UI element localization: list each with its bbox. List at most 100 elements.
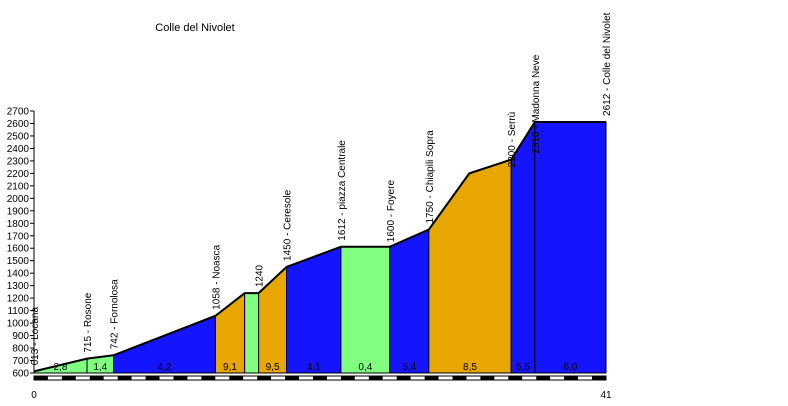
segment-4 xyxy=(244,292,260,374)
km-stripe xyxy=(368,376,383,380)
km-stripe xyxy=(480,376,495,380)
km-stripe xyxy=(592,376,606,380)
km-stripe xyxy=(424,376,439,380)
km-stripe xyxy=(550,376,565,380)
km-stripe xyxy=(89,376,104,380)
gradient-label: 5,5 xyxy=(516,362,530,373)
km-stripe xyxy=(229,376,244,380)
km-stripe xyxy=(326,376,341,380)
distance-bar-border xyxy=(33,375,607,381)
gradient-label: 9,5 xyxy=(266,362,280,373)
y-tick-label: 2200 xyxy=(7,169,30,180)
y-tick-label: 1500 xyxy=(7,256,30,267)
y-tick-label: 1200 xyxy=(7,294,30,305)
segment-6 xyxy=(286,246,342,374)
outline-layer xyxy=(33,120,606,373)
segment-9 xyxy=(428,158,512,374)
distance-bar xyxy=(33,375,607,381)
km-stripe xyxy=(187,376,202,380)
km-stripe xyxy=(536,376,551,380)
profile-line xyxy=(33,120,606,373)
km-stripe xyxy=(410,376,425,380)
km-stripe xyxy=(313,376,327,380)
y-tick-label: 900 xyxy=(12,331,29,342)
y-tick-label: 2500 xyxy=(7,131,30,142)
gradient-label: 2,8 xyxy=(54,362,68,373)
km-stripe xyxy=(215,376,230,380)
waypoint-label: 715 - Rosone xyxy=(83,292,94,352)
km-stripe xyxy=(61,376,76,380)
waypoint-label: 1058 - Noasca xyxy=(211,244,222,309)
y-tick-label: 2600 xyxy=(7,119,30,130)
y-tick-label: 1100 xyxy=(7,306,29,317)
segment-8 xyxy=(389,228,430,374)
y-tick-label: 2000 xyxy=(7,194,30,205)
segment-11 xyxy=(534,121,607,374)
y-tick-label: 1700 xyxy=(7,231,30,242)
km-stripe xyxy=(466,376,481,380)
km-stripe xyxy=(452,376,467,380)
waypoint-label: 1612 - piazza Centrale xyxy=(337,140,348,241)
km-stripe xyxy=(257,376,272,380)
y-tick-label: 600 xyxy=(12,369,29,380)
waypoint-label: 2612 - Colle del Nivolet xyxy=(602,12,613,116)
km-stripe xyxy=(578,376,593,380)
gradient-label: 4,2 xyxy=(157,362,171,373)
x-axis: 0 41 xyxy=(31,390,612,401)
waypoint-label: 742 - Fornolosa xyxy=(110,279,121,349)
km-stripe xyxy=(340,376,355,380)
gradient-labels: 2,8 1,4 4,2 9,1 9,5 4,1 0,4 5,4 8,5 5,5 6,0 xyxy=(54,362,578,373)
chart-title: Colle del Nivolet xyxy=(155,22,234,34)
y-tick-label: 1800 xyxy=(7,219,30,230)
y-tick-label: 2400 xyxy=(7,144,30,155)
km-stripe xyxy=(285,376,300,380)
km-stripe xyxy=(354,376,369,380)
waypoint-label: 1750 - Chiapili Sopra xyxy=(425,130,436,224)
km-stripe xyxy=(145,376,160,380)
segment-7 xyxy=(340,246,391,374)
waypoint-label: 2310 - Madonna Neve xyxy=(531,54,542,153)
waypoint-label: 1240 xyxy=(255,264,266,287)
x-tick-label: 41 xyxy=(600,390,612,401)
km-stripe xyxy=(382,376,397,380)
km-stripe xyxy=(299,376,314,380)
gradient-label: 1,4 xyxy=(93,362,107,373)
gradient-label: 5,4 xyxy=(402,362,416,373)
gradient-label: 8,5 xyxy=(463,362,477,373)
waypoint-label: 1600 - Foyere xyxy=(386,180,397,243)
y-tick-label: 700 xyxy=(12,356,29,367)
gradient-label: 0,4 xyxy=(358,362,372,373)
y-tick-label: 2100 xyxy=(7,181,30,192)
y-tick-label: 1900 xyxy=(7,206,30,217)
gradient-label: 9,1 xyxy=(223,362,237,373)
km-stripe xyxy=(131,376,146,380)
y-tick-label: 1600 xyxy=(7,244,30,255)
km-stripe xyxy=(117,376,132,380)
km-stripe xyxy=(438,376,453,380)
y-tick-label: 800 xyxy=(12,344,29,355)
x-tick-label: 0 xyxy=(31,390,37,401)
km-stripe xyxy=(508,376,523,380)
y-tick-label: 1400 xyxy=(7,269,30,280)
waypoint-label: 2200 - Serrù xyxy=(507,112,518,168)
km-stripe xyxy=(396,376,411,380)
km-stripe xyxy=(271,376,286,380)
y-tick-label: 1300 xyxy=(7,281,30,292)
waypoint-labels: 613 - Locana 715 - Rosone 742 - Fornolosa 1… xyxy=(30,12,613,365)
km-stripe xyxy=(494,376,509,380)
waypoint-label: 613 - Locana xyxy=(30,307,41,366)
km-stripe xyxy=(201,376,216,380)
km-stripe xyxy=(564,376,579,380)
km-stripe xyxy=(522,376,537,380)
km-stripe xyxy=(243,376,258,380)
gradient-label: 6,0 xyxy=(563,362,577,373)
km-stripe xyxy=(47,376,62,380)
y-tick-label: 1000 xyxy=(7,319,30,330)
y-tick-label: 2300 xyxy=(7,156,30,167)
km-stripe xyxy=(34,376,48,380)
km-stripe xyxy=(159,376,174,380)
km-stripe xyxy=(173,376,188,380)
km-stripe xyxy=(75,376,90,380)
